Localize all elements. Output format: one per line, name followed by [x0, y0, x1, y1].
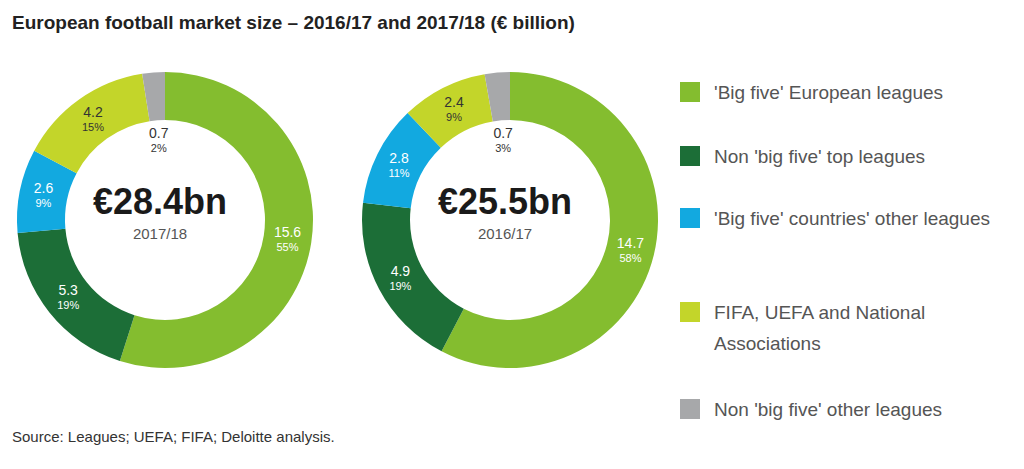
html-text:Source: Leagues; UEFA; FIFA; D: Source: Leagues; UEFA; FIFA; Deloitte an… [12, 428, 335, 445]
svg-text:15.6: 15.6 [274, 224, 301, 240]
svg-text:3%: 3% [495, 142, 511, 154]
html-text:€28.4bn: €28.4bn [93, 181, 227, 222]
html-text:'Big five' European leagues: 'Big five' European leagues [714, 82, 944, 103]
html-text:'Big five' countries' other le: 'Big five' countries' other leagues [714, 208, 990, 229]
svg-text:2%: 2% [151, 142, 167, 154]
html-text:€25.5bn: €25.5bn [438, 181, 572, 222]
svg-text:19%: 19% [57, 299, 79, 311]
html-text:Non 'big five' other leagues: Non 'big five' other leagues [714, 399, 942, 420]
html-text:European football market size: European football market size – 2016/17 … [12, 12, 575, 33]
svg-text:11%: 11% [388, 167, 409, 179]
html-text:FIFA, UEFA and National Associ: FIFA, UEFA and National Associations [714, 302, 926, 354]
svg-text:0.7: 0.7 [149, 125, 169, 141]
svg-text:2.8: 2.8 [389, 150, 409, 166]
svg-text:4.2: 4.2 [83, 104, 103, 120]
svg-text:58%: 58% [619, 252, 641, 264]
svg-text:15%: 15% [82, 121, 104, 133]
html-text:Non 'big five' top leagues: Non 'big five' top leagues [714, 146, 926, 167]
svg-text:19%: 19% [389, 280, 411, 292]
svg-text:9%: 9% [446, 111, 462, 123]
html-text:2016/17: 2016/17 [477, 225, 533, 242]
html-text:2017/18: 2017/18 [132, 225, 188, 242]
svg-text:0.7: 0.7 [493, 125, 513, 141]
svg-text:14.7: 14.7 [617, 235, 644, 251]
svg-text:9%: 9% [35, 197, 51, 209]
svg-text:4.9: 4.9 [391, 263, 411, 279]
svg-text:55%: 55% [277, 241, 299, 253]
svg-text:2.4: 2.4 [444, 94, 464, 110]
svg-text:5.3: 5.3 [58, 282, 78, 298]
svg-text:2.6: 2.6 [34, 180, 54, 196]
